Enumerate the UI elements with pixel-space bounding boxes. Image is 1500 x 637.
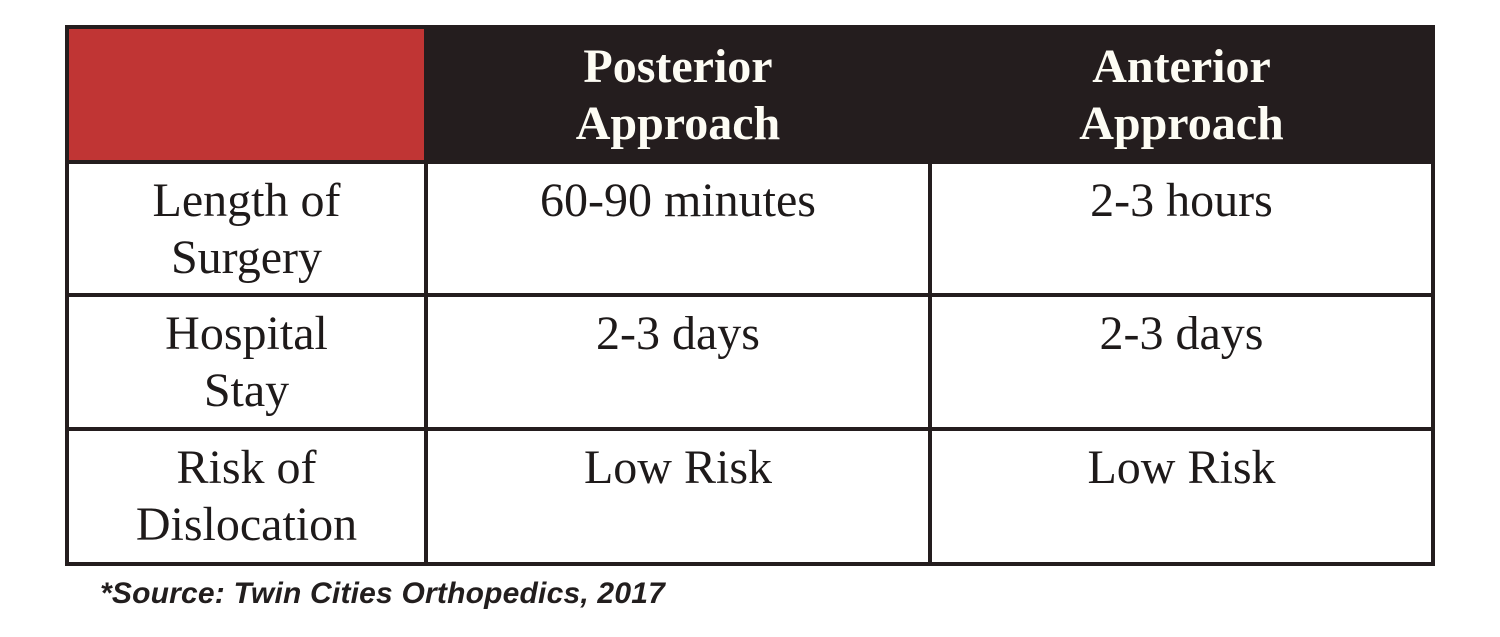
cell-hospital-stay-anterior: 2-3 days [932,297,1431,427]
cell-value: 2-3 hours [1090,174,1273,227]
corner-cell [69,29,424,160]
column-header-posterior-approach: Posterior Approach [428,29,928,160]
column-header-label: Anterior Approach [1079,39,1284,150]
column-header-anterior-approach: Anterior Approach [932,29,1431,160]
comparison-table: Posterior Approach Anterior Approach Len… [65,25,1435,566]
cell-length-of-surgery-anterior: 2-3 hours [932,164,1431,293]
row-label-hospital-stay: Hospital Stay [69,297,424,427]
cell-value: Low Risk [1087,441,1276,494]
cell-value: 60-90 minutes [540,174,816,227]
cell-risk-of-dislocation-anterior: Low Risk [932,431,1431,562]
row-label-risk-of-dislocation: Risk of Dislocation [69,431,424,562]
cell-risk-of-dislocation-posterior: Low Risk [428,431,928,562]
cell-value: 2-3 days [1099,307,1264,360]
cell-value: Low Risk [583,441,772,494]
cell-length-of-surgery-posterior: 60-90 minutes [428,164,928,293]
row-label-length-of-surgery: Length of Surgery [69,164,424,293]
row-label-text: Risk of Dislocation [135,441,358,551]
column-header-label: Posterior Approach [575,39,781,150]
row-label-text: Length of Surgery [152,174,341,284]
source-footnote: *Source: Twin Cities Orthopedics, 2017 [100,577,665,610]
cell-hospital-stay-posterior: 2-3 days [428,297,928,427]
row-label-text: Hospital Stay [165,307,328,417]
cell-value: 2-3 days [596,307,760,360]
